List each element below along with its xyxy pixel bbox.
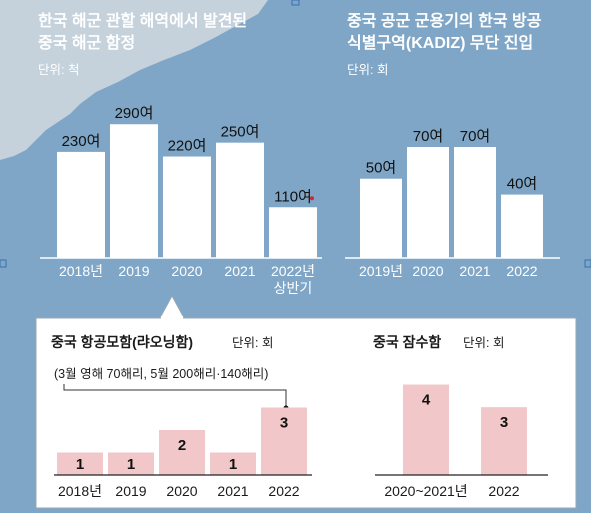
submarine-tick-label: 2020~2021년 (384, 483, 467, 499)
navy-ships-accent-dot (310, 196, 314, 201)
submarine-value-label: 3 (500, 414, 508, 431)
navy-ships-unit: 단위: 척 (38, 63, 79, 77)
carrier-value-label: 3 (280, 415, 288, 432)
kadiz-bars: 50여 2019년 70여 2020 70여 2021 40여 2022 (359, 128, 543, 279)
kadiz-value-label: 70여 (413, 128, 444, 145)
carrier-bar (57, 452, 103, 475)
frame-handle-top (291, 0, 300, 6)
carrier-bar (159, 430, 205, 475)
navy-ships-tick-label: 2021 (224, 263, 255, 279)
navy-ships-bar (163, 156, 211, 258)
submarine-title: 중국 잠수함 (373, 334, 441, 350)
navy-ships-tick-label: 2022년 (271, 263, 315, 279)
navy-ships-value-label: 230여 (62, 133, 101, 150)
navy-ships-title-line2: 중국 해군 함정 (38, 33, 135, 52)
carrier-bars: 1 2018년 1 2019 2 2020 1 2021 3 2022 (57, 407, 307, 499)
carrier-title: 중국 항공모함(랴오닝함) (51, 334, 193, 350)
kadiz-value-label: 50여 (366, 160, 397, 177)
carrier-bar (210, 452, 256, 475)
frame-handle-right (584, 259, 591, 268)
kadiz-unit: 단위: 회 (347, 63, 388, 77)
submarine-tick-label: 2022 (488, 483, 519, 499)
carrier-tick-label: 2018년 (58, 483, 102, 499)
navy-ships-bar (57, 151, 105, 258)
kadiz-chart: 중국 공군 군용기의 한국 방공 식별구역(KADIZ) 무단 진입 단위: 회… (345, 11, 560, 279)
submarine-unit: 단위: 회 (463, 336, 504, 350)
navy-ships-value-label: 110여 (274, 188, 312, 205)
carrier-value-label: 1 (76, 456, 84, 473)
carrier-unit: 단위: 회 (232, 336, 273, 350)
land-silhouette (0, 0, 268, 160)
navy-ships-value-label: 290여 (115, 105, 154, 122)
kadiz-value-label: 40여 (507, 176, 538, 193)
carrier-bar (261, 407, 307, 475)
kadiz-bar (501, 194, 543, 258)
navy-ships-title-line1: 한국 해군 관할 해역에서 발견된 (38, 11, 247, 30)
carrier-chart: 중국 항공모함(랴오닝함) 단위: 회 (3월 영해 70해리, 5월 200해… (51, 334, 312, 499)
kadiz-bar (407, 147, 449, 258)
kadiz-title-line2: 식별구역(KADIZ) 무단 진입 (347, 34, 533, 52)
carrier-value-label: 2 (178, 437, 186, 454)
navy-ships-tick-label: 2020 (171, 263, 202, 279)
kadiz-tick-label: 2022 (506, 263, 537, 279)
submarine-bars: 4 2020~2021년 3 2022 (384, 384, 527, 499)
submarine-chart: 중국 잠수함 단위: 회 4 2020~2021년 3 2022 (373, 334, 548, 499)
kadiz-title-line1: 중국 공군 군용기의 한국 방공 (347, 11, 542, 30)
carrier-tick-label: 2020 (166, 483, 197, 499)
carrier-value-label: 1 (127, 456, 135, 473)
callout-pointer-mask (161, 316, 183, 320)
carrier-annotation-leader (63, 384, 287, 406)
submarine-bar (403, 384, 449, 475)
navy-ships-chart: 한국 해군 관할 해역에서 발견된 중국 해군 함정 단위: 척 230여 201… (38, 11, 322, 296)
carrier-tick-label: 2019 (115, 483, 146, 499)
carrier-bar (108, 452, 154, 475)
carrier-tick-label: 2022 (268, 483, 299, 499)
kadiz-value-label: 70여 (460, 128, 491, 145)
navy-ships-bar (216, 142, 264, 258)
kadiz-bar (360, 178, 402, 258)
navy-ships-value-label: 220여 (168, 138, 207, 155)
navy-ships-tick-sublabel: 상반기 (274, 280, 313, 296)
navy-ships-value-label: 250여 (221, 124, 260, 141)
carrier-tick-label: 2021 (217, 483, 248, 499)
callout-pointer (159, 294, 185, 319)
kadiz-tick-label: 2019년 (359, 263, 403, 279)
navy-ships-bar (269, 207, 317, 258)
navy-ships-bars: 230여 2018년 290여 2019 220여 2020 250여 2021 110여 202… (57, 105, 317, 296)
kadiz-bar (454, 147, 496, 258)
kadiz-tick-label: 2020 (412, 263, 443, 279)
kadiz-tick-label: 2021 (459, 263, 490, 279)
carrier-value-label: 1 (229, 456, 237, 473)
submarine-value-label: 4 (422, 392, 431, 409)
frame-handle-left (0, 259, 7, 268)
submarine-bar (481, 407, 527, 475)
navy-ships-bar (110, 124, 158, 259)
navy-ships-tick-label: 2018년 (59, 263, 103, 279)
navy-ships-tick-label: 2019 (118, 263, 149, 279)
carrier-annotation: (3월 영해 70해리, 5월 200해리·140해리) (54, 367, 268, 381)
